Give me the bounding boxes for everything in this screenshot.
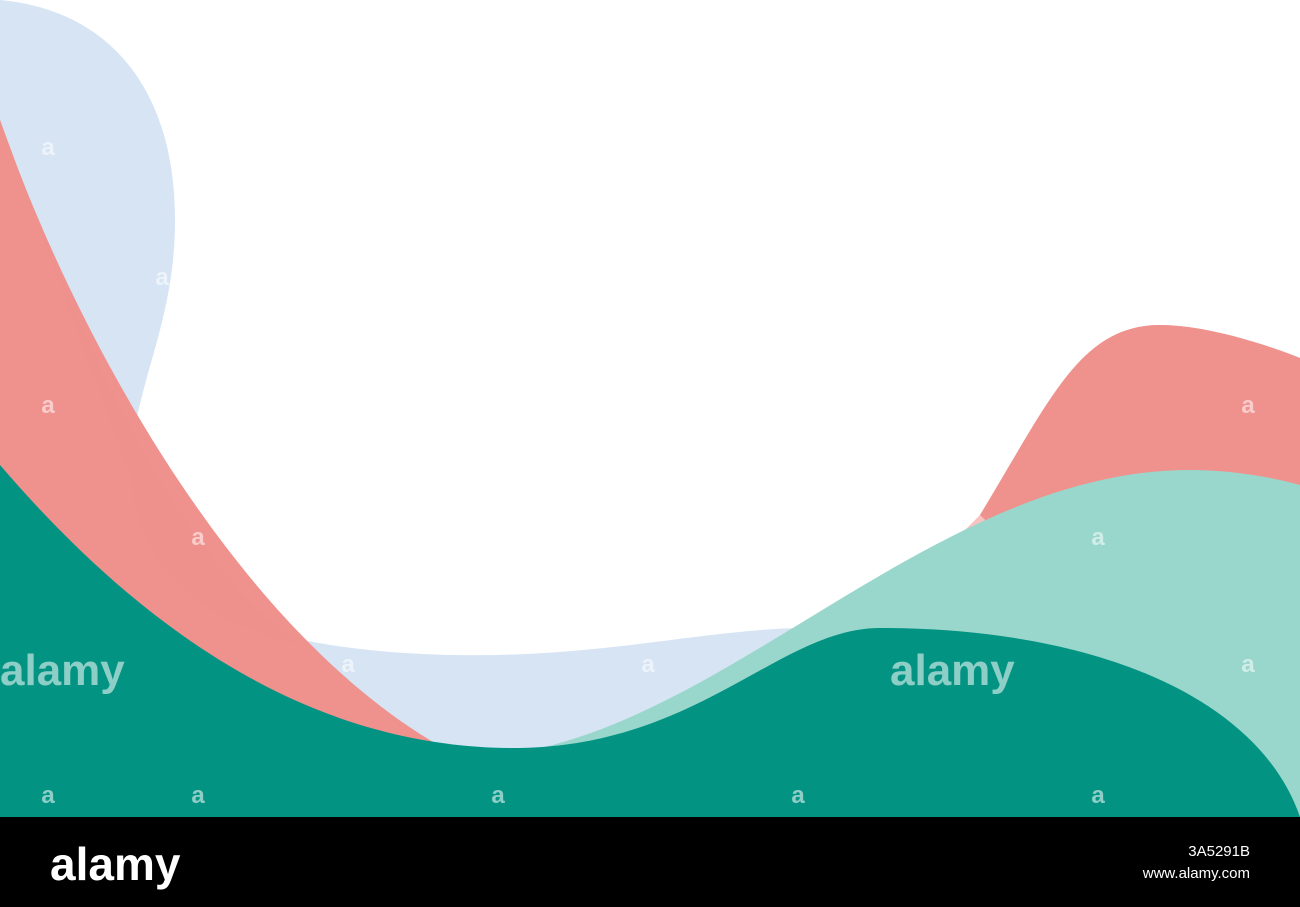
footer-url: www.alamy.com xyxy=(1142,865,1250,882)
watermark-mark: a xyxy=(791,782,805,809)
teal-wave xyxy=(0,465,1300,817)
watermark-logo: alamy xyxy=(890,646,1015,695)
watermark-mark: a xyxy=(1091,524,1105,551)
watermark-mark: a xyxy=(1241,392,1255,419)
watermark-mark: a xyxy=(41,782,55,809)
watermark-logo: alamy xyxy=(0,646,125,695)
image-id: 3A5291B xyxy=(1188,843,1250,860)
footer-bar xyxy=(0,817,1300,907)
watermark-mark: a xyxy=(155,264,169,291)
watermark-mark: a xyxy=(191,782,205,809)
watermark-mark: a xyxy=(41,392,55,419)
watermark-mark: a xyxy=(1241,651,1255,678)
watermark-mark: a xyxy=(191,524,205,551)
watermark-mark: a xyxy=(641,651,655,678)
watermark-mark: a xyxy=(41,134,55,161)
watermark-mark: a xyxy=(1091,782,1105,809)
watermark-mark: a xyxy=(491,782,505,809)
red-wave-edge xyxy=(0,120,300,645)
footer-logo: alamy xyxy=(50,838,181,890)
watermark-mark: a xyxy=(341,651,355,678)
